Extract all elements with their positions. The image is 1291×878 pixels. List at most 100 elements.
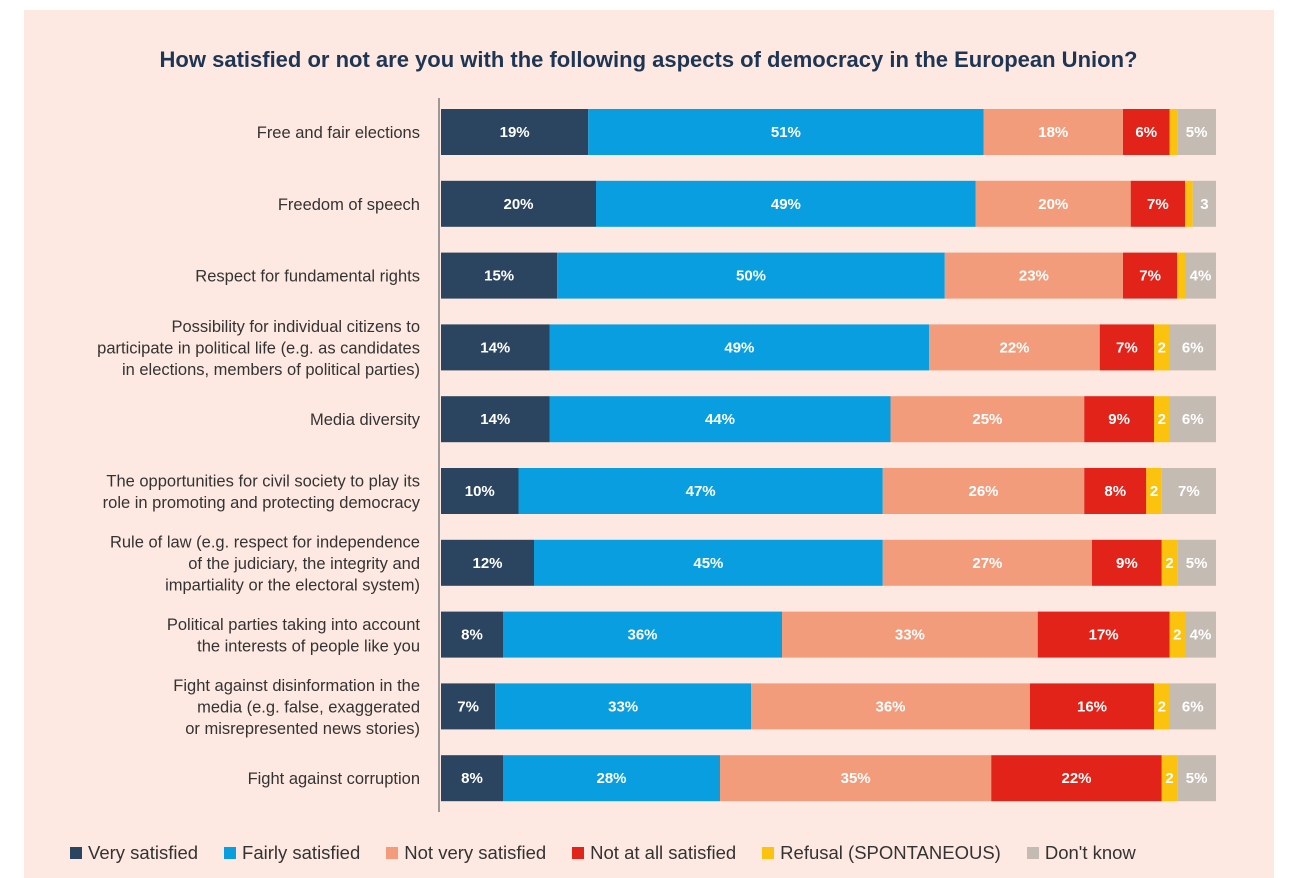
bar-segment-not-very-satisfied [782,611,1038,658]
bar-segment-refusal [1154,396,1170,443]
data-label: 9% [1108,411,1130,428]
data-label: 49% [724,339,754,356]
bar-segment-very-satisfied [441,468,519,514]
bar-segment-not-at-all-satisfied [1084,396,1154,443]
data-label: 2 [1173,627,1181,644]
bar-segment-fairly-satisfied [495,683,751,730]
bar-segment-not-very-satisfied [929,324,1100,371]
bar-segment-very-satisfied [441,611,503,658]
bar-segment-not-very-satisfied [751,683,1030,730]
data-label: 23% [1019,268,1049,285]
data-label: 51% [771,124,801,141]
bar-segment-refusal [1146,468,1162,514]
bar-segment-very-satisfied [441,396,550,443]
data-label: 8% [1104,483,1126,500]
data-label: 7% [457,698,479,715]
chart-title: How satisfied or not are you with the fo… [159,47,1138,72]
data-label: 2 [1150,483,1158,500]
category-label: Fight against corruption [248,770,420,788]
data-label: 7% [1116,339,1138,356]
legend-item-refusal: Refusal (SPONTANEOUS) [762,842,1001,864]
bar-segment-refusal [1154,324,1170,371]
bar-segment-refusal [1154,683,1170,730]
data-label: 45% [693,555,723,572]
bar-segment-not-at-all-satisfied [1092,539,1162,586]
bar-segment-fairly-satisfied [596,180,976,227]
bar-segment-fairly-satisfied [503,755,720,802]
legend-item-not-very-satisfied: Not very satisfied [386,842,546,864]
data-label: 44% [705,411,735,428]
category-label: Media diversity [310,411,421,429]
legend-swatch [1026,847,1039,859]
bar-segment-fairly-satisfied [549,324,930,371]
data-label: 33% [608,698,638,715]
bar-segment-fairly-satisfied [503,611,782,658]
bar-segment-not-very-satisfied [720,755,992,802]
bar-segment-refusal [1161,539,1178,586]
bar-segment-very-satisfied [441,180,596,227]
bar-segment-dont-know [1177,539,1216,586]
bar-segment-very-satisfied [441,324,550,371]
data-label: 14% [480,411,510,428]
data-label: 5% [1186,124,1208,141]
legend-swatch [572,847,585,859]
data-label: 17% [1089,627,1119,644]
data-label: 7% [1147,196,1169,213]
data-label: 6% [1182,698,1204,715]
data-label: 6% [1135,124,1157,141]
category-label: Fight against disinformation in the media… [173,677,420,738]
bar-segment-very-satisfied [441,252,558,299]
bar-segment-fairly-satisfied [534,539,883,586]
bar-segment-very-satisfied [441,755,503,802]
data-label: 25% [972,411,1002,428]
data-label: 5% [1186,770,1208,787]
bar-segment-not-very-satisfied [944,252,1123,299]
bar-segment-not-very-satisfied [882,468,1085,514]
data-label: 4% [1190,627,1212,644]
bar-segment-not-at-all-satisfied [1037,611,1170,658]
category-label: Political parties taking into account the… [167,616,421,656]
data-label: 28% [596,770,626,787]
category-label: Rule of law (e.g. respect for independen… [110,533,420,594]
bar-segment-not-at-all-satisfied [1123,109,1170,155]
data-label: 3 [1200,196,1208,213]
bar-segment-not-at-all-satisfied [1084,468,1147,514]
bar-segment-dont-know [1185,252,1216,299]
bar-segment-refusal [1169,611,1185,658]
legend-swatch [762,847,775,859]
data-label: 22% [1061,770,1091,787]
bar-segment-dont-know [1177,109,1216,155]
data-label: 2 [1158,698,1166,715]
bar-segment-not-at-all-satisfied [991,755,1162,802]
category-label: Possibility for individual citizens to pa… [97,318,420,379]
legend-swatch [386,847,399,859]
bar-segment-not-at-all-satisfied [1030,683,1154,730]
data-label: 6% [1182,339,1204,356]
data-label: 27% [972,555,1002,572]
data-label: 47% [686,483,716,500]
data-label: 18% [1038,124,1068,141]
bar-segment-refusal [1177,252,1185,299]
bar-segment-fairly-satisfied [549,396,891,443]
bar-segment-fairly-satisfied [518,468,883,514]
data-label: 35% [841,770,871,787]
data-label: 6% [1182,411,1204,428]
bar-segment-dont-know [1169,396,1216,443]
legend-label: Refusal (SPONTANEOUS) [780,842,1001,863]
bar-segment-not-very-satisfied [975,180,1131,227]
legend-item-dont-know: Don't know [1026,842,1136,864]
bar-segment-dont-know [1192,180,1216,227]
bar-segment-refusal [1185,180,1193,227]
bar-segment-fairly-satisfied [588,109,984,155]
legend-item-very-satisfied: Very satisfied [70,842,198,864]
data-label: 7% [1178,483,1200,500]
bar-segment-not-very-satisfied [882,539,1092,586]
legend-swatch [70,847,82,859]
data-label: 20% [1038,196,1068,213]
data-label: 8% [461,770,483,787]
bar-segment-dont-know [1161,468,1216,514]
legend-label: Don't know [1044,842,1136,863]
data-label: 2 [1165,555,1173,572]
data-label: 26% [968,483,998,500]
